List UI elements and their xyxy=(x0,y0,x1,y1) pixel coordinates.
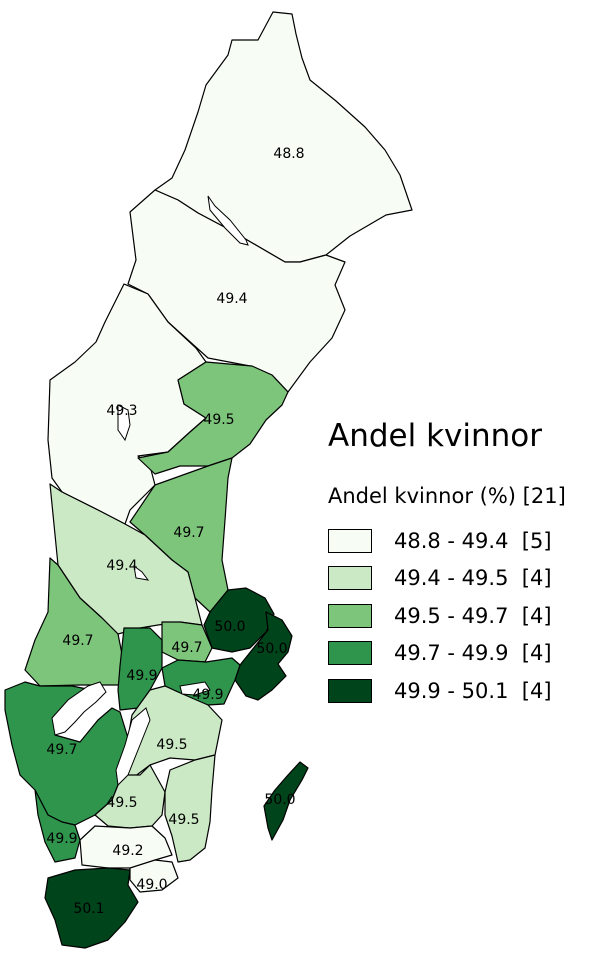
region-blekinge xyxy=(129,859,179,893)
region-kronoberg xyxy=(79,825,173,869)
region-label-ostergotland: 49.5 xyxy=(156,737,187,753)
lake-1 xyxy=(51,681,107,736)
region-label-dalarna: 49.4 xyxy=(106,558,137,574)
region-label-kalmar: 49.5 xyxy=(168,812,199,828)
region-label-orebro: 49.9 xyxy=(126,668,157,684)
region-label-halland: 49.9 xyxy=(46,831,77,847)
legend-label-2: 49.4 - 49.5 [4] xyxy=(394,566,552,590)
region-label-sodermanland: 49.9 xyxy=(192,687,223,703)
lake-3 xyxy=(179,681,211,696)
lake-2 xyxy=(115,707,151,787)
region-label-vastra-gotaland: 49.7 xyxy=(46,742,77,758)
legend-subtitle: Andel kvinnor (%) [21] xyxy=(328,484,566,508)
region-uppsala xyxy=(203,587,275,653)
legend-item-1: 48.8 - 49.4 [5] xyxy=(328,526,552,556)
region-skane xyxy=(44,867,139,949)
legend-item-5: 49.9 - 50.1 [4] xyxy=(328,676,552,706)
region-jamtland xyxy=(47,283,207,525)
region-gotland xyxy=(263,761,309,841)
legend-swatch-1 xyxy=(328,529,372,553)
region-label-gavleborg: 49.7 xyxy=(173,525,204,541)
region-label-gotland: 50.0 xyxy=(264,792,295,808)
lake-4 xyxy=(207,195,249,246)
region-label-vastmanland: 49.7 xyxy=(171,640,202,656)
region-label-blekinge: 49.0 xyxy=(136,877,167,893)
legend-label-5: 49.9 - 50.1 [4] xyxy=(394,679,552,703)
legend-label-3: 49.5 - 49.7 [4] xyxy=(394,604,552,628)
legend-swatch-4 xyxy=(328,641,372,665)
region-vastmanland xyxy=(161,621,213,663)
legend-swatch-5 xyxy=(328,679,372,703)
legend-title: Andel kvinnor xyxy=(328,418,542,454)
legend-label-4: 49.7 - 49.9 [4] xyxy=(394,641,552,665)
legend-item-3: 49.5 - 49.7 [4] xyxy=(328,601,552,631)
region-vasterbotten xyxy=(127,189,346,393)
lake-6 xyxy=(133,564,150,581)
region-halland xyxy=(34,789,81,863)
legend-item-2: 49.4 - 49.5 [4] xyxy=(328,563,552,593)
region-gavleborg xyxy=(129,457,233,613)
region-label-vasternorrland: 49.5 xyxy=(203,412,234,428)
region-label-kronoberg: 49.2 xyxy=(112,843,143,859)
legend-item-4: 49.7 - 49.9 [4] xyxy=(328,638,552,668)
legend-swatch-2 xyxy=(328,566,372,590)
region-label-uppsala: 50.0 xyxy=(214,619,245,635)
lake-5 xyxy=(117,404,131,442)
legend-swatch-3 xyxy=(328,604,372,628)
region-stockholm xyxy=(234,611,293,701)
region-vasternorrland xyxy=(137,361,289,475)
legend-label-1: 48.8 - 49.4 [5] xyxy=(394,529,552,553)
region-label-norrbotten: 48.8 xyxy=(273,146,304,162)
region-label-skane: 50.1 xyxy=(73,901,104,917)
region-label-vasterbotten: 49.4 xyxy=(216,291,247,307)
region-label-stockholm: 50.0 xyxy=(256,641,287,657)
region-label-jonkoping: 49.5 xyxy=(106,795,137,811)
region-kalmar xyxy=(164,754,216,863)
region-label-jamtland: 49.3 xyxy=(106,403,137,419)
region-label-varmland: 49.7 xyxy=(62,633,93,649)
